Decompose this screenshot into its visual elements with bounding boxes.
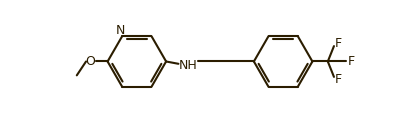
Text: O: O xyxy=(86,55,96,68)
Text: F: F xyxy=(334,73,342,87)
Text: N: N xyxy=(116,24,126,37)
Text: NH: NH xyxy=(178,59,197,72)
Text: F: F xyxy=(348,55,355,68)
Text: F: F xyxy=(334,37,342,49)
